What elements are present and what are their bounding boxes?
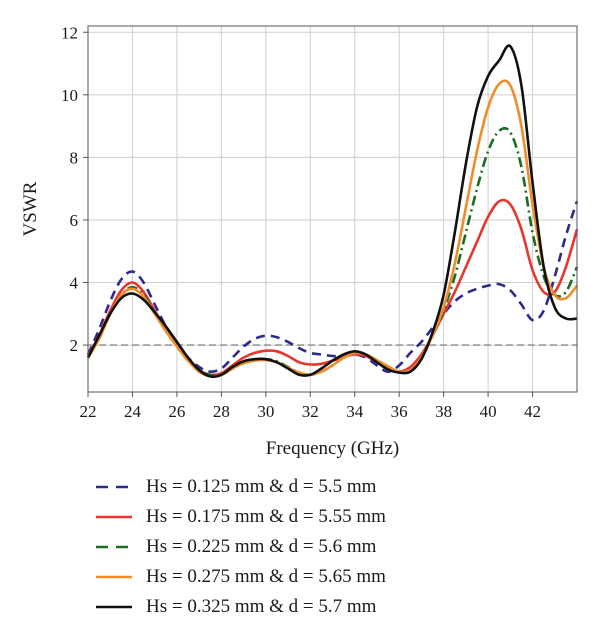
y-tick-label: 12 <box>61 23 78 42</box>
x-tick-label: 40 <box>480 402 497 421</box>
legend: Hs = 0.125 mm & d = 5.5 mm Hs = 0.175 mm … <box>96 472 576 622</box>
legend-label: Hs = 0.325 mm & d = 5.7 mm <box>146 596 377 617</box>
x-axis-title: Frequency (GHz) <box>266 438 399 459</box>
series-line <box>86 44 578 378</box>
x-tick-label: 34 <box>346 402 364 421</box>
y-tick-label: 10 <box>61 86 78 105</box>
series-line <box>86 200 579 374</box>
series-line <box>86 198 579 377</box>
y-tick-label: 8 <box>70 148 79 167</box>
x-tick-labels: 22 24 26 28 30 32 34 36 38 40 42 <box>80 392 541 421</box>
legend-label: Hs = 0.175 mm & d = 5.55 mm <box>146 506 386 527</box>
series-line <box>86 79 579 378</box>
series-lines <box>86 44 579 378</box>
legend-label: Hs = 0.275 mm & d = 5.65 mm <box>146 566 386 587</box>
legend-swatch <box>96 605 132 609</box>
legend-label: Hs = 0.125 mm & d = 5.5 mm <box>146 476 377 497</box>
x-tick-label: 28 <box>213 402 230 421</box>
legend-item: Hs = 0.225 mm & d = 5.6 mm <box>96 532 576 562</box>
legend-item: Hs = 0.175 mm & d = 5.55 mm <box>96 502 576 532</box>
x-tick-label: 24 <box>124 402 142 421</box>
plot-area-frame <box>87 25 578 393</box>
y-tick-label: 6 <box>70 211 79 230</box>
legend-item: Hs = 0.125 mm & d = 5.5 mm <box>96 472 576 502</box>
y-tick-label: 4 <box>70 274 79 293</box>
legend-swatch <box>96 485 132 489</box>
legend-swatch <box>96 545 132 549</box>
y-tick-labels: 2 4 6 8 10 12 <box>61 23 88 355</box>
x-tick-label: 38 <box>435 402 452 421</box>
y-axis-title: VSWR <box>20 181 41 236</box>
x-tick-label: 42 <box>524 402 541 421</box>
x-tick-label: 30 <box>257 402 274 421</box>
x-tick-label: 22 <box>80 402 97 421</box>
x-tick-label: 32 <box>302 402 319 421</box>
legend-label: Hs = 0.225 mm & d = 5.6 mm <box>146 536 377 557</box>
series-line <box>86 126 579 377</box>
legend-item: Hs = 0.325 mm & d = 5.7 mm <box>96 592 576 622</box>
x-tick-label: 36 <box>391 402 408 421</box>
legend-item: Hs = 0.275 mm & d = 5.65 mm <box>96 562 576 592</box>
x-tick-label: 26 <box>168 402 185 421</box>
y-tick-label: 2 <box>70 336 79 355</box>
legend-swatch <box>96 575 132 579</box>
legend-swatch <box>96 515 132 519</box>
